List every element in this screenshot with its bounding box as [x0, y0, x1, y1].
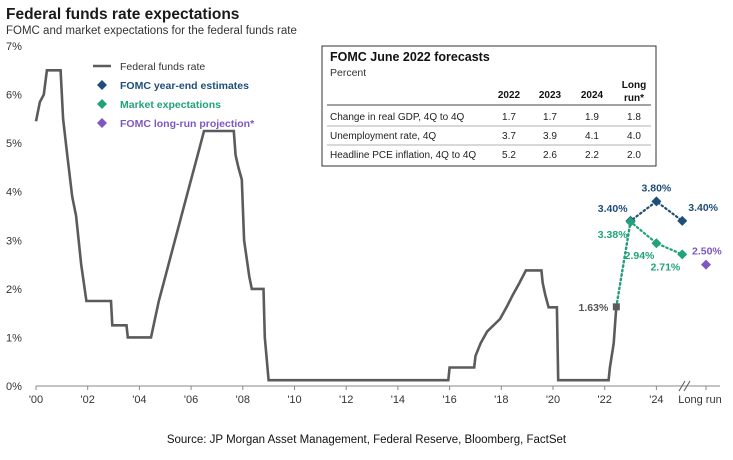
market-data-label: 2.71%: [650, 261, 680, 273]
x-tick-label: '00: [29, 394, 43, 406]
table-header: Long: [622, 80, 646, 91]
long-run-marker: [701, 259, 711, 270]
y-tick-label: 3%: [6, 235, 22, 247]
axis-break-mark: [683, 380, 691, 392]
x-tick-label: '18: [494, 394, 508, 406]
legend-label: FOMC long-run projection*: [120, 118, 255, 130]
chart-subtitle: FOMC and market expectations for the fed…: [6, 25, 297, 37]
market-data-label: 3.38%: [598, 229, 628, 241]
chart-title: Federal funds rate expectations: [6, 6, 240, 23]
fomc-data-label: 3.80%: [642, 182, 672, 194]
table-cell: 1.7: [502, 112, 516, 123]
table-row-label: Headline PCE inflation, 4Q to 4Q: [330, 150, 476, 161]
table-cell: 2.6: [543, 150, 557, 161]
source-note: Source: JP Morgan Asset Management, Fede…: [166, 434, 567, 446]
legend: Federal funds rate FOMC year-end estimate…: [93, 61, 255, 130]
x-tick-label: '06: [184, 394, 198, 406]
table-cell: 2.0: [627, 150, 641, 161]
long-run-label: 2.50%: [692, 246, 722, 258]
table-row-label: Unemployment rate, 4Q: [330, 131, 436, 142]
forecast-table: FOMC June 2022 forecasts Percent 2022 2023 2…: [321, 45, 657, 167]
table-cell: 1.7: [543, 112, 557, 123]
y-tick-label: 7%: [6, 41, 22, 53]
x-tick-label: '24: [649, 394, 663, 406]
x-tick-label: '10: [287, 394, 301, 406]
y-tick-label: 4%: [6, 187, 22, 199]
table-cell: 5.2: [502, 150, 516, 161]
series-line-fed-funds: [34, 69, 618, 382]
forecast-table-title: FOMC June 2022 forecasts: [330, 50, 490, 64]
current-rate-marker: [612, 303, 620, 311]
x-tick-label: '20: [546, 394, 560, 406]
fomc-data-label: 3.40%: [688, 202, 718, 214]
table-cell: 2.2: [585, 150, 599, 161]
table-cell: 3.7: [502, 131, 516, 142]
legend-label: FOMC year-end estimates: [120, 80, 249, 92]
table-cell: 4.0: [627, 131, 641, 142]
y-tick-label: 6%: [6, 90, 22, 102]
table-header: 2024: [581, 90, 604, 101]
table-cell: 1.9: [585, 112, 599, 123]
market-marker: [651, 238, 662, 249]
table-cell: 1.8: [627, 112, 641, 123]
table-header: 2023: [539, 90, 562, 101]
table-cell: 4.1: [585, 131, 599, 142]
y-tick-label: 2%: [6, 284, 22, 296]
y-tick-label: 1%: [6, 332, 22, 344]
x-tick-label: '12: [339, 394, 353, 406]
table-header: 2022: [498, 90, 521, 101]
legend-label: Federal funds rate: [120, 61, 205, 73]
table-row-label: Change in real GDP, 4Q to 4Q: [330, 112, 465, 123]
fomc-data-label: 3.40%: [598, 203, 628, 215]
x-tick-label: '14: [391, 394, 405, 406]
legend-swatch-diamond: [97, 99, 107, 109]
x-tick-label: '22: [598, 394, 612, 406]
market-marker: [677, 249, 688, 260]
axis-break-mark: [678, 380, 686, 392]
chart-area: 0% 1% 2% 3% 4% 5% 6% 7% '00 '02 '04 '06 '08 '10 '12 '14…: [6, 41, 722, 406]
series-line-fomc: [615, 200, 684, 308]
forecast-table-subtitle: Percent: [330, 67, 366, 79]
fomc-marker: [677, 215, 688, 226]
forecast-table-box: [321, 45, 657, 167]
table-header: run*: [624, 93, 644, 104]
y-tick-label: 5%: [6, 138, 22, 150]
y-tick-label: 0%: [6, 381, 22, 393]
legend-swatch-diamond: [97, 80, 107, 90]
current-rate-label: 1.63%: [579, 302, 609, 314]
x-tick-label: '08: [236, 394, 250, 406]
market-data-label: 2.94%: [625, 250, 655, 262]
x-tick-label: '16: [442, 394, 456, 406]
x-tick-label-long-run: Long run: [678, 394, 721, 406]
table-cell: 3.9: [543, 131, 557, 142]
legend-label: Market expectations: [120, 99, 221, 111]
legend-swatch-diamond: [97, 118, 107, 128]
x-tick-label: '04: [132, 394, 146, 406]
x-tick-label: '02: [81, 394, 95, 406]
market-marker: [625, 216, 636, 227]
series-line-market: [615, 219, 684, 308]
fomc-marker: [651, 196, 662, 207]
